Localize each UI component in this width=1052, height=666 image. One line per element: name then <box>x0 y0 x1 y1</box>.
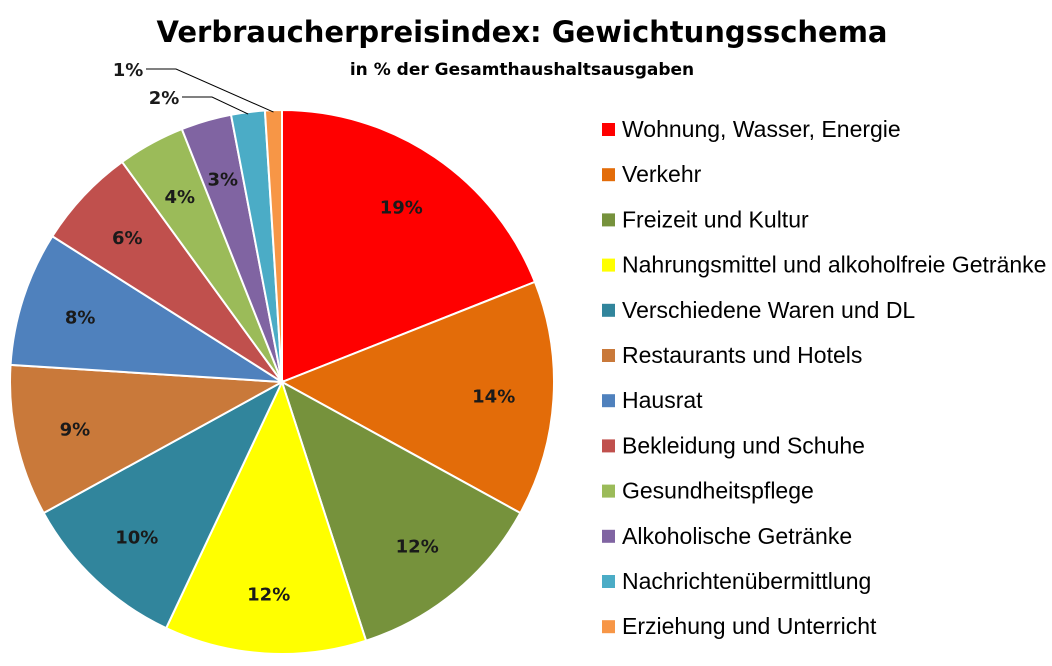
leader-line <box>146 68 274 113</box>
slice-label: 12% <box>396 537 439 558</box>
slice-label: 14% <box>472 386 515 407</box>
legend-label: Restaurants und Hotels <box>622 342 862 368</box>
slice-label: 10% <box>115 528 158 549</box>
legend-item: Alkoholische Getränke <box>602 523 852 549</box>
slice-label: 12% <box>247 585 290 606</box>
legend-item: Verschiedene Waren und DL <box>602 297 915 323</box>
legend-label: Wohnung, Wasser, Energie <box>622 116 901 142</box>
pie-slice <box>9 234 283 383</box>
legend-item: Hausrat <box>602 387 703 413</box>
slice-label: 6% <box>112 228 143 249</box>
legend-item: Bekleidung und Schuhe <box>602 432 865 458</box>
slice-labels: 19% 14% 12% 12% 10% 9% 8% 6% 4% 3% 2%1% <box>60 60 516 606</box>
legend-label: Verkehr <box>622 161 702 187</box>
legend-swatch <box>602 575 615 588</box>
legend: Wohnung, Wasser, Energie Verkehr Freizeit … <box>602 116 1046 639</box>
legend-label: Bekleidung und Schuhe <box>622 432 865 458</box>
legend-item: Erziehung und Unterricht <box>602 613 877 639</box>
legend-swatch <box>602 168 615 182</box>
legend-item: Freizeit und Kultur <box>602 206 809 232</box>
legend-label: Nahrungsmittel und alkoholfreie Getränke <box>622 252 1046 278</box>
legend-label: Nachrichtenübermittlung <box>622 568 871 594</box>
legend-swatch <box>602 620 615 634</box>
legend-swatch <box>602 394 615 408</box>
pie-slice <box>164 379 368 655</box>
pie-slice <box>42 379 285 630</box>
chart-title: Verbraucherpreisindex: Gewichtungsschema <box>156 15 887 49</box>
slice-label: 8% <box>65 307 96 328</box>
legend-label: Verschiedene Waren und DL <box>622 297 915 323</box>
legend-item: Nachrichtenübermittlung <box>602 568 871 594</box>
slice-label: 9% <box>60 419 91 440</box>
pie-slice <box>280 379 522 642</box>
legend-swatch <box>602 439 615 453</box>
legend-swatch <box>602 349 615 362</box>
legend-swatch <box>602 303 615 317</box>
leader-line <box>182 96 249 115</box>
legend-item: Verkehr <box>602 161 702 187</box>
slice-label: 4% <box>165 187 196 208</box>
leader-lines <box>146 68 274 115</box>
slice-label: 3% <box>208 169 239 190</box>
pie-slice <box>279 280 555 515</box>
legend-swatch <box>602 529 615 543</box>
legend-item: Nahrungsmittel und alkoholfreie Getränke <box>602 252 1046 278</box>
legend-label: Freizeit und Kultur <box>622 206 809 232</box>
pie-slices <box>9 108 555 655</box>
pie-slice <box>9 363 286 515</box>
slice-label: 1% <box>113 60 144 81</box>
pie-slice <box>281 108 537 384</box>
legend-label: Alkoholische Getränke <box>622 523 852 549</box>
pie-slice <box>263 108 283 383</box>
slice-label: 19% <box>380 198 423 219</box>
legend-item: Gesundheitspflege <box>602 478 814 504</box>
legend-item: Restaurants und Hotels <box>602 342 862 368</box>
legend-item: Wohnung, Wasser, Energie <box>602 116 901 142</box>
legend-swatch <box>602 123 615 136</box>
legend-label: Gesundheitspflege <box>622 478 814 504</box>
legend-label: Erziehung und Unterricht <box>622 613 877 639</box>
legend-swatch <box>602 213 615 227</box>
legend-label: Hausrat <box>622 387 703 413</box>
legend-swatch <box>602 484 615 498</box>
legend-swatch <box>602 258 615 272</box>
slice-label: 2% <box>149 88 180 109</box>
chart-subtitle: in % der Gesamthaushaltsausgaben <box>350 60 694 80</box>
